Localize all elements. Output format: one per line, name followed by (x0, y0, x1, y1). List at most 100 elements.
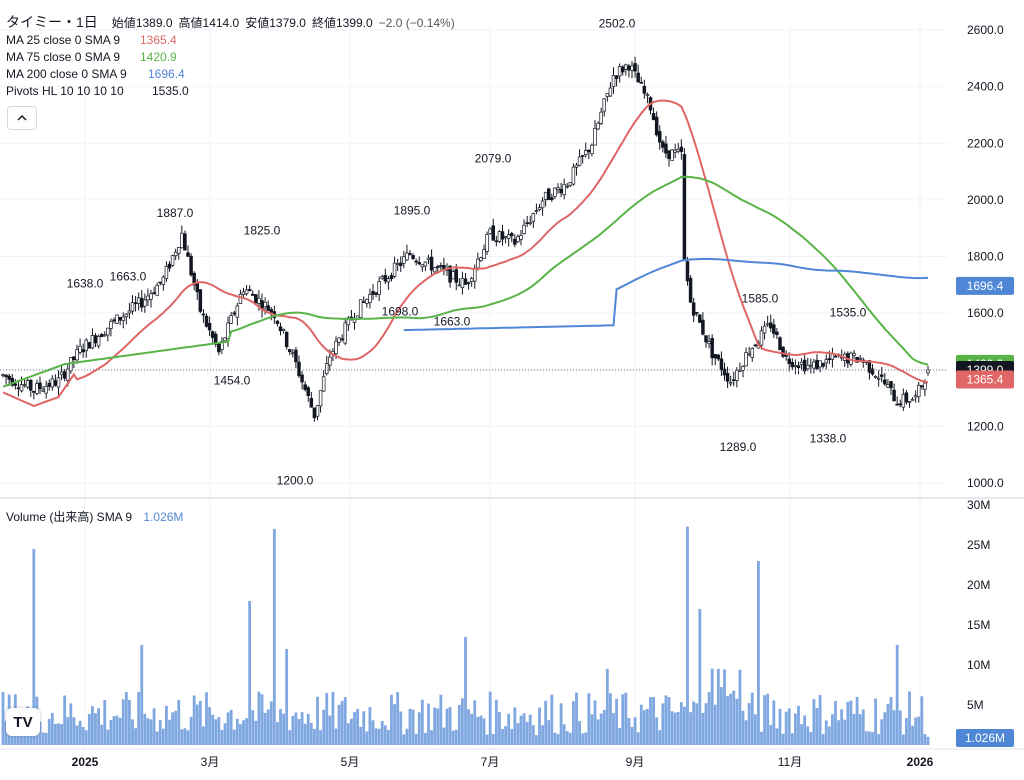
candle (895, 396, 899, 406)
volume-bar (516, 723, 520, 745)
candle (207, 316, 212, 337)
candle-body (898, 403, 902, 406)
indicator-value: 1365.4 (140, 33, 177, 47)
candle (124, 313, 129, 325)
volume-bar (433, 707, 437, 745)
candle-body (639, 81, 643, 84)
candle (96, 334, 101, 349)
volume-bar (602, 709, 606, 745)
volume-bar (282, 713, 285, 745)
candle-body (65, 368, 70, 381)
volume-bar (812, 699, 816, 745)
candle (115, 314, 119, 324)
candle-body (158, 281, 163, 284)
ma75-line[interactable] (2, 175, 929, 388)
volume-bar (254, 720, 258, 745)
price-badge: 1365.4 (956, 370, 1014, 389)
candle-body (716, 354, 721, 360)
candle (75, 344, 79, 364)
candle-body (624, 64, 628, 70)
candle (901, 388, 906, 411)
collapse-legend-button[interactable] (7, 106, 37, 130)
candle (158, 281, 163, 286)
volume-bar (155, 731, 159, 745)
candle-body (747, 353, 751, 356)
candle (633, 56, 637, 78)
volume-bar (146, 718, 150, 745)
time-axis[interactable]: 2025 3月 5月 7月 9月 11月 2026 (72, 755, 934, 769)
candle-body (38, 382, 42, 390)
candle (251, 290, 255, 296)
candle-body (362, 301, 366, 303)
candle-body (731, 379, 736, 382)
volume-bar (316, 696, 319, 745)
candle-body (809, 364, 813, 367)
candle (694, 311, 699, 317)
candle-body (759, 330, 764, 346)
volume-bar (393, 704, 396, 745)
candle (852, 350, 856, 359)
volume-bar (664, 695, 668, 745)
volume-bar (513, 707, 517, 745)
candle (93, 333, 98, 348)
volume-bar (556, 734, 560, 745)
candle (661, 139, 665, 153)
candle (303, 381, 307, 392)
ohlc-row: タイミー・1日 始値 1389.0 高値 1414.0 安値 1379.0 終値 139… (6, 14, 455, 32)
candle-body (417, 262, 422, 265)
volume-bar (837, 720, 840, 745)
volume-bar (464, 637, 467, 745)
candle (99, 333, 104, 338)
candle (183, 230, 187, 251)
low-label: 安値 (245, 16, 270, 30)
candle-body (620, 66, 625, 73)
candle (494, 235, 499, 247)
candle (559, 182, 563, 198)
volume-bar (276, 722, 279, 745)
candle (35, 379, 39, 396)
volume-bar (109, 719, 113, 745)
candle-body (238, 293, 243, 304)
indicator-ma25[interactable]: MA 25 close 0 SMA 9 1365.4 (6, 32, 455, 49)
volume-bar (892, 710, 896, 745)
volume-bar (451, 730, 455, 745)
candle (4, 374, 8, 385)
candle-body (247, 288, 252, 292)
candle (429, 249, 434, 275)
volume-legend-value: 1.026M (143, 510, 184, 524)
candle-body (531, 213, 536, 222)
candle-body (494, 240, 499, 243)
candle (485, 231, 489, 255)
ma25-line[interactable] (2, 99, 929, 408)
volume-axis[interactable]: 30M 25M 20M 15M 10M 5M (967, 498, 990, 712)
volume-bar (553, 732, 557, 745)
pivot-label: 1338.0 (810, 431, 847, 445)
volume-bar (926, 736, 930, 745)
symbol-title[interactable]: タイミー・1日 (6, 14, 98, 30)
indicator-ma75[interactable]: MA 75 close 0 SMA 9 1420.9 (6, 49, 455, 66)
indicator-pivots[interactable]: Pivots HL 10 10 10 10 1535.0 (6, 83, 455, 100)
candle-body (355, 315, 360, 319)
indicator-ma200[interactable]: MA 200 close 0 SMA 9 1696.4 (6, 66, 455, 83)
volume-bar (371, 720, 375, 745)
candle-body (420, 264, 425, 268)
candle (479, 256, 483, 263)
candle-body (186, 252, 190, 257)
candle (506, 229, 511, 247)
candle (525, 215, 529, 227)
candle (805, 357, 810, 371)
candle-body (710, 337, 714, 359)
volume-bar (115, 715, 119, 745)
volume-legend[interactable]: Volume (出来高) SMA 9 1.026M (6, 508, 183, 525)
candle (657, 125, 662, 150)
tradingview-logo-icon[interactable]: TV (6, 708, 40, 736)
candle (701, 312, 705, 336)
price-axis[interactable]: 2600.02400.02200.02000.01800.01600.01400… (967, 23, 1004, 490)
candle-body (140, 297, 144, 308)
candle-body (78, 345, 82, 353)
candle (614, 75, 619, 87)
candle-body (56, 377, 61, 388)
ma200-line[interactable] (403, 257, 929, 332)
candle-body (762, 325, 767, 334)
